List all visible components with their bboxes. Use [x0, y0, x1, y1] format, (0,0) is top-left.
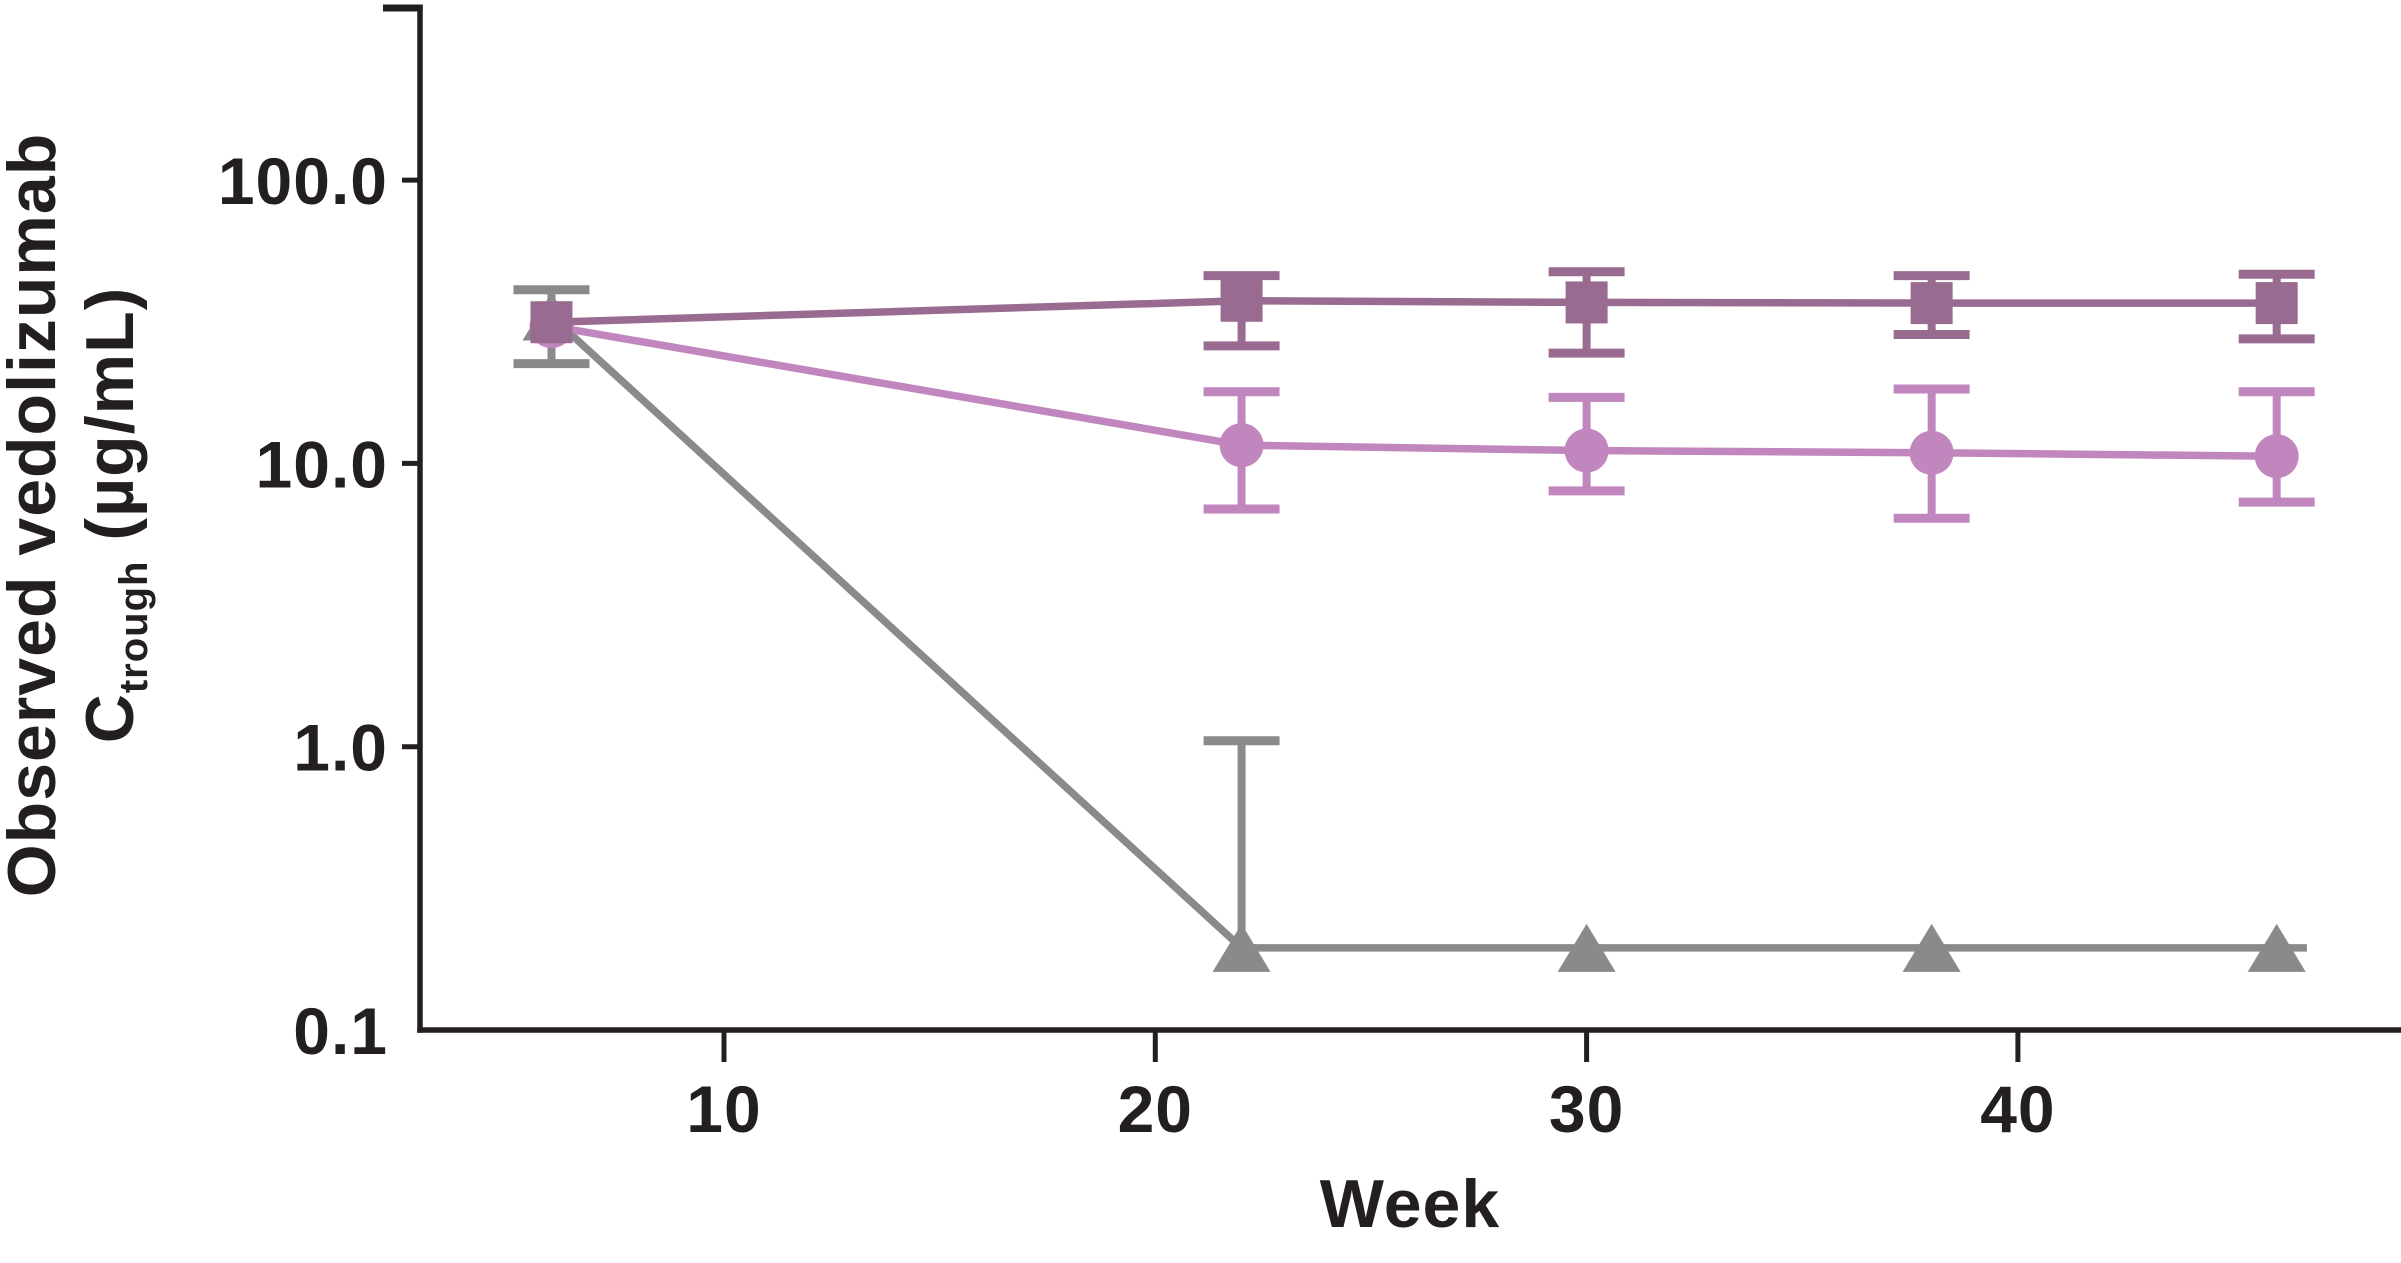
triangle-marker	[2247, 923, 2306, 972]
y-tick-label: 100.0	[218, 144, 388, 218]
y-axis-title-line2: Ctrough (µg/mL)	[72, 287, 156, 744]
circle-marker	[1219, 423, 1264, 468]
x-tick-label: 10	[686, 1072, 761, 1146]
plot-area: 100.0 10.0 1.0 0.1 10 20 30 40	[218, 4, 2401, 1146]
circle-marker	[1564, 428, 1609, 473]
square-marker	[1565, 281, 1608, 324]
squares-series-line	[551, 297, 2277, 326]
y-axis-title-c: C	[72, 693, 148, 743]
x-tick-label: 30	[1549, 1072, 1624, 1146]
triangle-marker	[1902, 923, 1961, 972]
square-marker	[1910, 282, 1953, 325]
triangle-marker	[1212, 923, 1271, 972]
y-axis-title-unit: (µg/mL)	[72, 287, 148, 561]
y-axis-title-line1: Observed vedolizumab	[0, 133, 70, 897]
square-marker	[530, 301, 573, 344]
square-marker	[1220, 279, 1263, 322]
x-tick-label: 20	[1118, 1072, 1193, 1146]
circle-marker	[1909, 430, 1954, 475]
y-tick-label: 0.1	[293, 994, 388, 1068]
square-marker	[2255, 282, 2298, 325]
circles-series-line	[550, 322, 2277, 460]
y-tick-label: 1.0	[293, 711, 388, 785]
x-axis-title: Week	[1320, 1166, 1500, 1242]
x-tick-label: 40	[1980, 1072, 2055, 1146]
y-tick-label: 10.0	[256, 427, 388, 501]
triangles-series-line	[548, 313, 2307, 952]
circle-marker	[2254, 434, 2299, 479]
triangle-marker	[1557, 923, 1616, 972]
y-axis-title-subscript: trough	[112, 561, 156, 694]
